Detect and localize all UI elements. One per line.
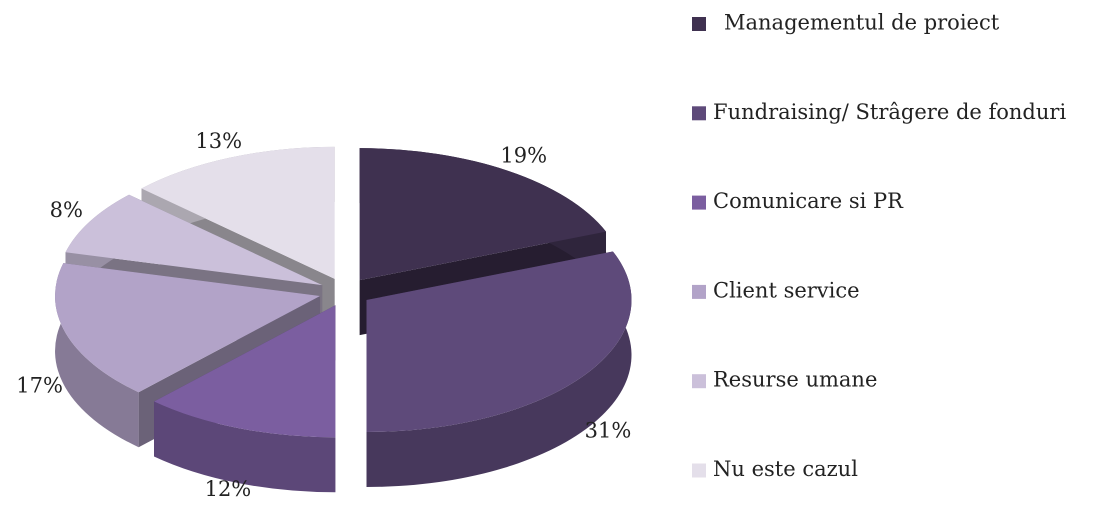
slice-top	[65, 194, 323, 286]
legend-label: Comunicare si PR	[713, 189, 904, 213]
legend-label: Managementul de proiect	[724, 11, 1000, 35]
legend-swatch	[692, 106, 706, 121]
slice	[366, 251, 632, 488]
legend-swatch	[692, 463, 706, 478]
data-label: 31%	[585, 419, 632, 443]
slice-top	[55, 263, 321, 393]
data-label: 12%	[205, 477, 252, 501]
slice-wall	[154, 401, 336, 493]
data-label: 8%	[50, 198, 83, 222]
legend-swatch	[692, 17, 706, 31]
data-label: 17%	[16, 374, 63, 398]
legend-label: Fundraising/ Strâgere de fonduri	[713, 100, 1066, 124]
legend-swatch	[692, 374, 706, 389]
data-label: 13%	[195, 129, 242, 153]
slice-top	[366, 251, 632, 433]
slice-top	[154, 305, 336, 438]
data-label: 19%	[500, 143, 547, 167]
legend-label: Nu este cazul	[713, 457, 858, 481]
slice-wall	[366, 251, 632, 488]
slice-top	[141, 146, 335, 279]
legend-swatch	[692, 195, 706, 210]
slice	[154, 305, 336, 493]
legend-label: Resurse umane	[713, 368, 877, 392]
slice-top	[359, 148, 607, 281]
legend-label: Client service	[713, 278, 860, 302]
slice-wall	[55, 263, 139, 448]
legend-swatch	[692, 284, 706, 299]
